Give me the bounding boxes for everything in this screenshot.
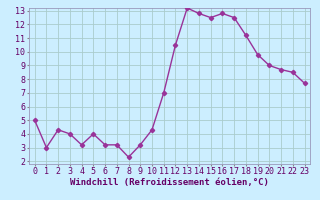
X-axis label: Windchill (Refroidissement éolien,°C): Windchill (Refroidissement éolien,°C): [70, 178, 269, 187]
